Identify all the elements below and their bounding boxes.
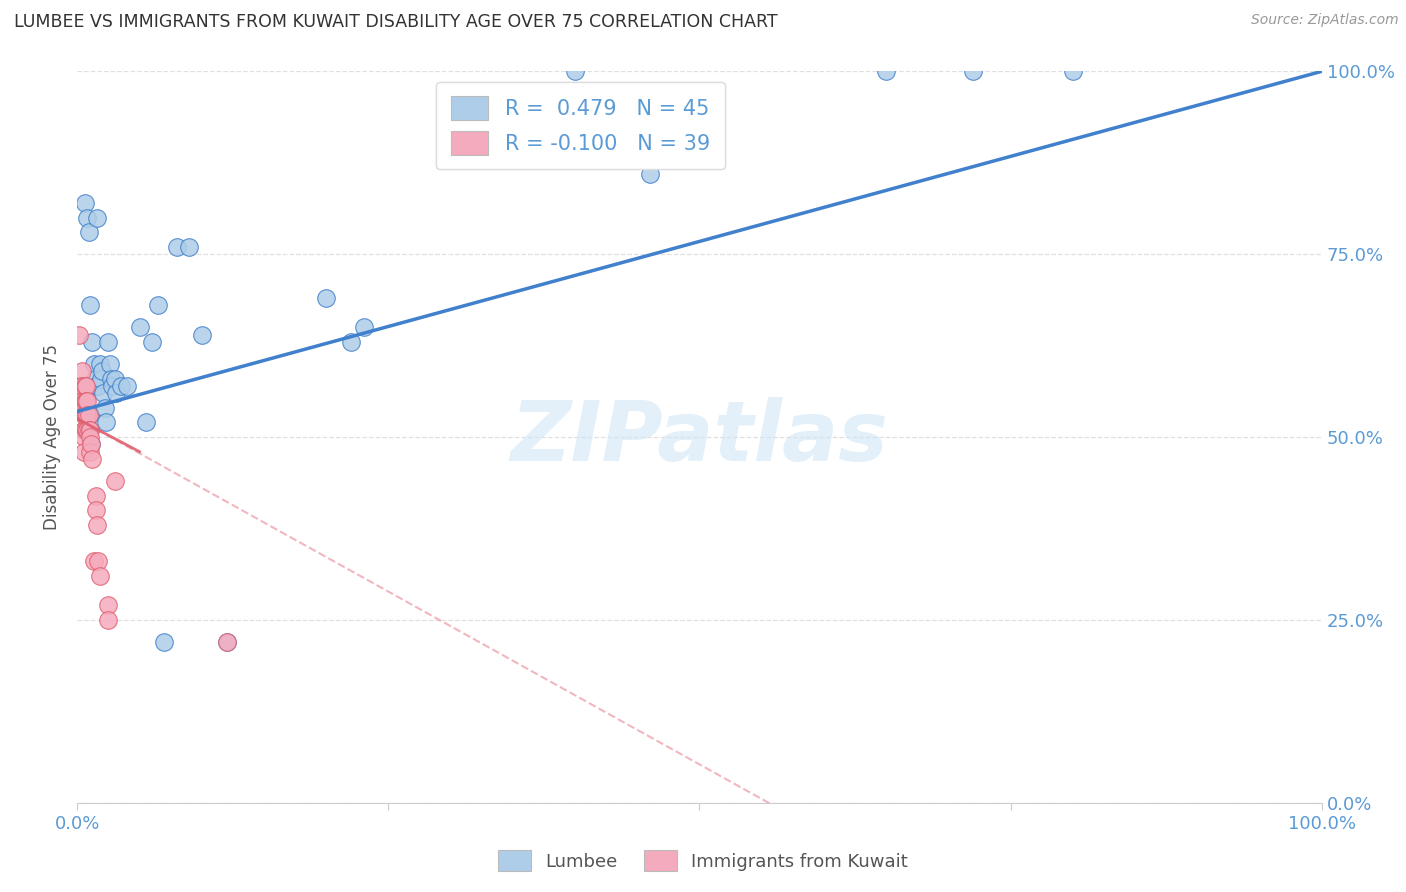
Point <box>115 379 138 393</box>
Point <box>315 291 337 305</box>
Point <box>97 613 120 627</box>
Point <box>82 334 104 349</box>
Point <box>76 211 98 225</box>
Point <box>1062 64 1084 78</box>
Point <box>72 364 94 378</box>
Point <box>94 416 117 430</box>
Point <box>875 64 897 78</box>
Point <box>79 444 101 458</box>
Point <box>97 599 120 613</box>
Point <box>72 423 94 437</box>
Point <box>89 357 111 371</box>
Point <box>84 503 107 517</box>
Point <box>104 371 127 385</box>
Point <box>135 416 157 430</box>
Point <box>79 408 101 422</box>
Point <box>75 423 97 437</box>
Point <box>638 167 661 181</box>
Y-axis label: Disability Age Over 75: Disability Age Over 75 <box>44 344 62 530</box>
Point <box>69 379 91 393</box>
Point <box>75 393 97 408</box>
Point <box>100 371 122 385</box>
Point <box>179 240 201 254</box>
Point <box>79 423 101 437</box>
Point <box>72 430 94 444</box>
Point <box>77 423 100 437</box>
Point <box>77 225 100 239</box>
Point <box>73 379 96 393</box>
Point <box>72 393 94 408</box>
Point <box>73 196 96 211</box>
Point <box>72 444 94 458</box>
Point <box>97 334 120 349</box>
Point <box>93 401 115 415</box>
Point <box>215 635 238 649</box>
Point <box>191 327 214 342</box>
Point <box>104 474 127 488</box>
Point <box>70 401 93 415</box>
Point <box>72 401 94 415</box>
Text: Source: ZipAtlas.com: Source: ZipAtlas.com <box>1251 13 1399 28</box>
Point <box>80 437 103 451</box>
Point <box>67 327 90 342</box>
Point <box>101 379 124 393</box>
Point <box>79 298 101 312</box>
Text: LUMBEE VS IMMIGRANTS FROM KUWAIT DISABILITY AGE OVER 75 CORRELATION CHART: LUMBEE VS IMMIGRANTS FROM KUWAIT DISABIL… <box>14 13 778 31</box>
Point <box>353 320 375 334</box>
Point <box>80 437 103 451</box>
Point <box>83 357 105 371</box>
Point <box>79 430 101 444</box>
Point <box>93 386 115 401</box>
Legend: Lumbee, Immigrants from Kuwait: Lumbee, Immigrants from Kuwait <box>491 843 915 879</box>
Point <box>83 554 105 568</box>
Point <box>75 408 97 422</box>
Point <box>83 371 105 385</box>
Point <box>86 211 108 225</box>
Point <box>91 364 114 378</box>
Point <box>73 408 96 422</box>
Point <box>128 320 150 334</box>
Text: ZIPatlas: ZIPatlas <box>510 397 889 477</box>
Point <box>76 408 98 422</box>
Point <box>77 408 100 422</box>
Point <box>90 371 112 385</box>
Point <box>70 386 93 401</box>
Point <box>76 423 98 437</box>
Point <box>141 334 163 349</box>
Point <box>87 379 110 393</box>
Point <box>87 554 110 568</box>
Point <box>84 379 107 393</box>
Point <box>72 379 94 393</box>
Point <box>82 452 104 467</box>
Point <box>962 64 984 78</box>
Point <box>72 423 94 437</box>
Point <box>89 569 111 583</box>
Point <box>166 240 188 254</box>
Point <box>104 386 127 401</box>
Point <box>564 64 586 78</box>
Point <box>84 489 107 503</box>
Point <box>72 408 94 422</box>
Point <box>148 298 170 312</box>
Point <box>86 517 108 532</box>
Point <box>153 635 176 649</box>
Point <box>75 379 97 393</box>
Point <box>76 393 98 408</box>
Point <box>73 393 96 408</box>
Point <box>110 379 132 393</box>
Point <box>215 635 238 649</box>
Point <box>340 334 363 349</box>
Point <box>98 357 121 371</box>
Legend: R =  0.479   N = 45, R = -0.100   N = 39: R = 0.479 N = 45, R = -0.100 N = 39 <box>436 82 724 169</box>
Point <box>79 423 101 437</box>
